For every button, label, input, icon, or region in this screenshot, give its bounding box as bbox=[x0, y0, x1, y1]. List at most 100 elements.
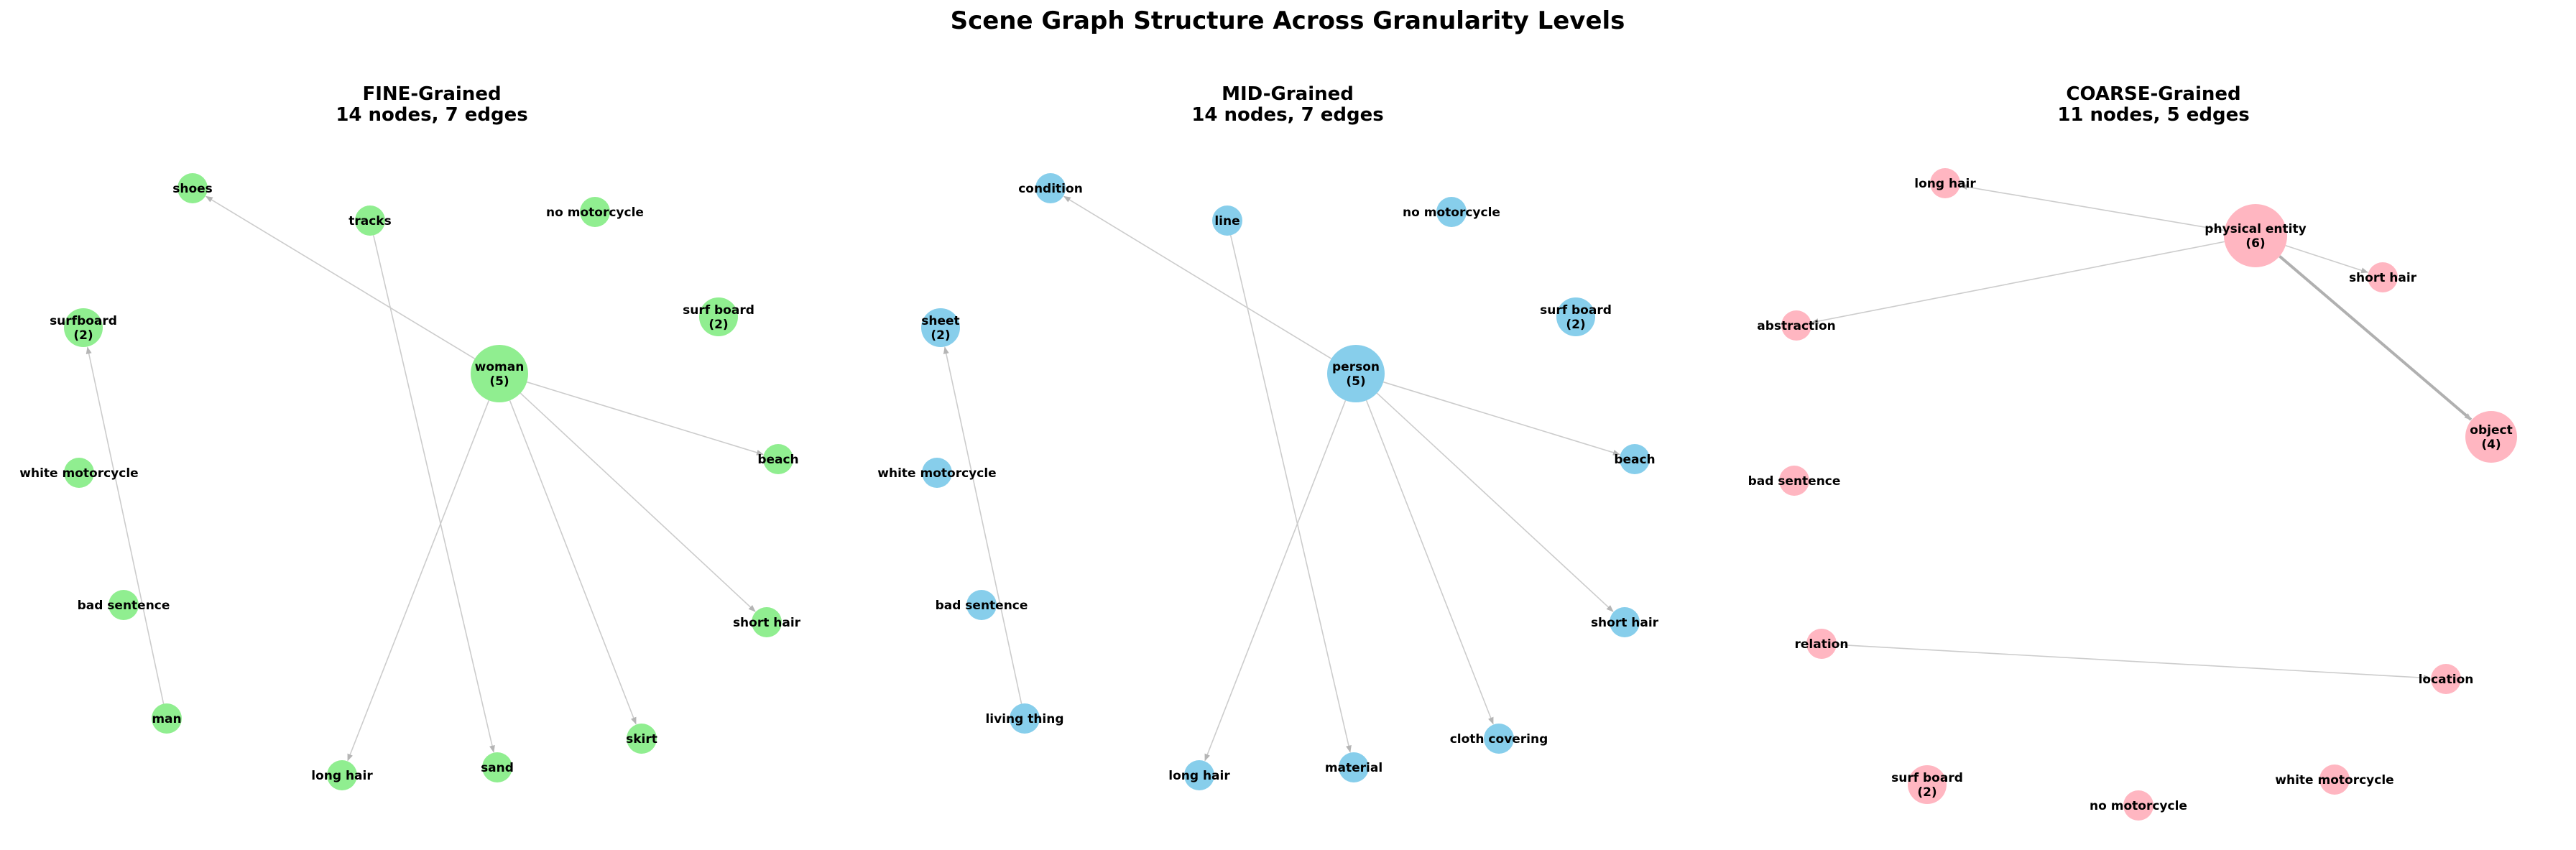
edge-person-to-short-hair bbox=[1376, 392, 1614, 612]
node-label: sand bbox=[481, 761, 514, 775]
node-woman: woman(5) bbox=[471, 345, 528, 402]
edge-person-to-cloth-covering bbox=[1365, 399, 1494, 725]
node-label: material bbox=[1325, 761, 1382, 775]
node-white-motorcycle: white motorcycle bbox=[877, 458, 997, 488]
node-circle bbox=[627, 724, 657, 754]
node-circle bbox=[922, 458, 952, 488]
node-circle bbox=[1620, 444, 1650, 474]
node-circle bbox=[152, 703, 182, 734]
node-circle bbox=[580, 197, 610, 227]
edge-woman-to-long-hair bbox=[347, 399, 490, 762]
node-circle bbox=[1806, 629, 1837, 659]
node-shoes: shoes bbox=[172, 173, 213, 203]
node-object: object(4) bbox=[2465, 411, 2517, 463]
node-circle bbox=[482, 752, 512, 782]
node-circle bbox=[1556, 297, 1595, 336]
node-long-hair: long hair bbox=[1168, 760, 1230, 790]
node-surf-board: surf board(2) bbox=[1891, 765, 1963, 804]
node-label: tracks bbox=[348, 214, 391, 228]
node-count: (4) bbox=[2481, 438, 2501, 452]
edge-living-thing-to-sheet bbox=[943, 346, 1022, 704]
node-circle bbox=[966, 590, 997, 620]
coarse-edges bbox=[1811, 184, 2473, 681]
node-label: line bbox=[1214, 214, 1239, 228]
node-sheet: sheet(2) bbox=[921, 308, 960, 347]
edge-woman-to-skirt bbox=[509, 400, 637, 725]
node-count: (2) bbox=[931, 328, 950, 343]
node-circle bbox=[2319, 764, 2350, 795]
node-circle bbox=[327, 760, 357, 790]
node-circle bbox=[1212, 205, 1242, 236]
node-circle bbox=[64, 458, 94, 488]
node-circle bbox=[1484, 724, 1514, 754]
node-count: (2) bbox=[708, 318, 728, 332]
node-circle bbox=[1010, 703, 1040, 734]
node-line: line bbox=[1212, 205, 1242, 236]
node-circle bbox=[1436, 197, 1467, 227]
fine-edges bbox=[86, 195, 764, 762]
node-circle bbox=[109, 590, 139, 620]
node-circle bbox=[1339, 752, 1369, 782]
mid-panel-title: MID-Grained bbox=[1222, 83, 1354, 105]
edge-person-to-condition bbox=[1063, 195, 1332, 359]
node-count: (5) bbox=[489, 374, 509, 389]
node-man: man bbox=[152, 703, 182, 734]
node-bad-sentence: bad sentence bbox=[78, 590, 170, 620]
edge-man-to-surfboard bbox=[86, 346, 165, 704]
node-cloth-covering: cloth covering bbox=[1450, 724, 1548, 754]
edge-woman-to-short-hair bbox=[520, 392, 756, 612]
node-count: (2) bbox=[1566, 318, 1585, 332]
node-circle bbox=[1781, 310, 1811, 341]
coarse-panel-title: COARSE-Grained bbox=[2066, 83, 2240, 105]
node-location: location bbox=[2419, 664, 2473, 694]
node-count: (6) bbox=[2245, 236, 2265, 251]
node-circle bbox=[2224, 204, 2287, 267]
node-short-hair: short hair bbox=[733, 607, 801, 637]
node-label: short hair bbox=[733, 616, 801, 630]
node-white-motorcycle: white motorcycle bbox=[2275, 764, 2394, 795]
node-short-hair: short hair bbox=[1591, 607, 1659, 637]
node-label: surfboard bbox=[50, 314, 117, 328]
node-white-motorcycle: white motorcycle bbox=[19, 458, 139, 488]
edge-woman-to-beach bbox=[526, 381, 764, 456]
edge-relation-to-location bbox=[1836, 644, 2431, 681]
node-circle bbox=[1908, 765, 1947, 804]
node-circle bbox=[1610, 607, 1640, 637]
node-label: no motorcycle bbox=[546, 205, 644, 220]
node-label: short hair bbox=[1591, 616, 1659, 630]
node-label: woman bbox=[475, 360, 525, 374]
node-count: (2) bbox=[1917, 785, 1936, 800]
node-label: white motorcycle bbox=[19, 466, 138, 481]
node-label: long hair bbox=[1168, 769, 1230, 783]
node-label: living thing bbox=[985, 712, 1063, 726]
node-label: short hair bbox=[2349, 271, 2417, 285]
node-label: beach bbox=[1614, 453, 1655, 467]
node-beach: beach bbox=[757, 444, 799, 474]
node-label: bad sentence bbox=[936, 599, 1028, 613]
node-circle bbox=[355, 205, 385, 236]
node-circle bbox=[1930, 168, 1960, 198]
node-no-motorcycle: no motorcycle bbox=[2090, 790, 2187, 821]
node-label: person bbox=[1332, 360, 1380, 374]
node-relation: relation bbox=[1795, 629, 1848, 659]
node-label: sheet bbox=[921, 314, 959, 328]
node-short-hair: short hair bbox=[2349, 262, 2417, 292]
node-label: bad sentence bbox=[1748, 474, 1841, 489]
node-label: skirt bbox=[626, 732, 657, 747]
node-label: cloth covering bbox=[1450, 732, 1548, 747]
node-surf-board: surf board(2) bbox=[1540, 297, 1612, 336]
node-circle bbox=[64, 308, 103, 347]
edge-physical-entity-to-object bbox=[2279, 255, 2473, 421]
node-long-hair: long hair bbox=[311, 760, 373, 790]
node-label: no motorcycle bbox=[2090, 799, 2187, 813]
node-material: material bbox=[1325, 752, 1382, 782]
edge-person-to-beach bbox=[1382, 381, 1620, 456]
node-label: surf board bbox=[683, 303, 754, 318]
node-sand: sand bbox=[481, 752, 514, 782]
node-label: white motorcycle bbox=[877, 466, 996, 481]
node-bad-sentence: bad sentence bbox=[936, 590, 1028, 620]
